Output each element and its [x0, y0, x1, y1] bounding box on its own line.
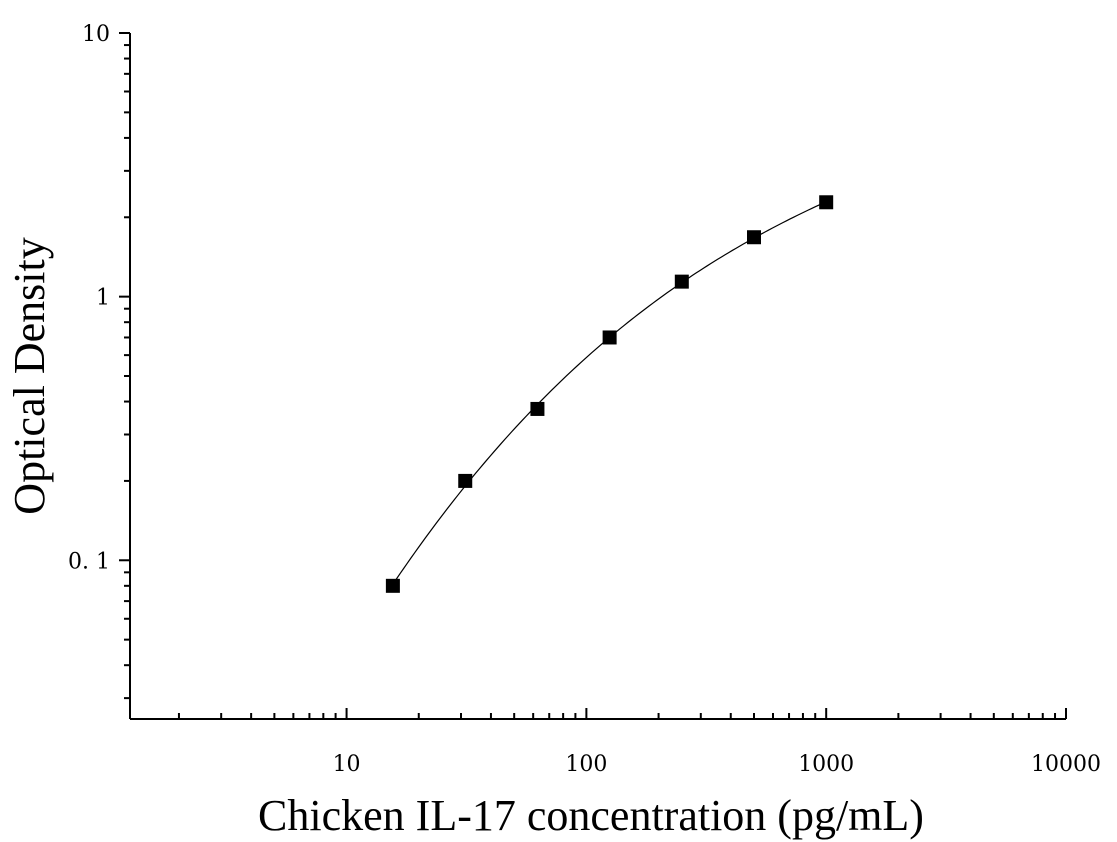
- y-ticks: 0. 1 1 10: [68, 22, 130, 700]
- y-tick-label: 10: [82, 22, 110, 47]
- data-point: [819, 195, 834, 210]
- x-ticks: 10 100 1000 10000: [177, 708, 1101, 777]
- fit-curve: [392, 201, 827, 585]
- data-point: [530, 401, 545, 416]
- axes: [129, 33, 1066, 720]
- data-point: [602, 330, 617, 345]
- x-axis-title: Chicken IL-17 concentration (pg/mL): [258, 791, 924, 840]
- x-tick-label: 1000: [798, 752, 854, 777]
- data-point: [747, 230, 761, 245]
- data-point: [674, 274, 689, 289]
- data-point: [385, 578, 400, 593]
- x-tick-label: 10000: [1031, 752, 1101, 777]
- x-tick-label: 10: [333, 752, 361, 777]
- y-tick-label: 1: [96, 286, 110, 311]
- data-points: [385, 195, 834, 593]
- y-tick-label: 0. 1: [68, 549, 110, 574]
- y-axis-title: Optical Density: [5, 237, 54, 514]
- data-point: [458, 473, 473, 488]
- x-tick-label: 100: [565, 752, 607, 777]
